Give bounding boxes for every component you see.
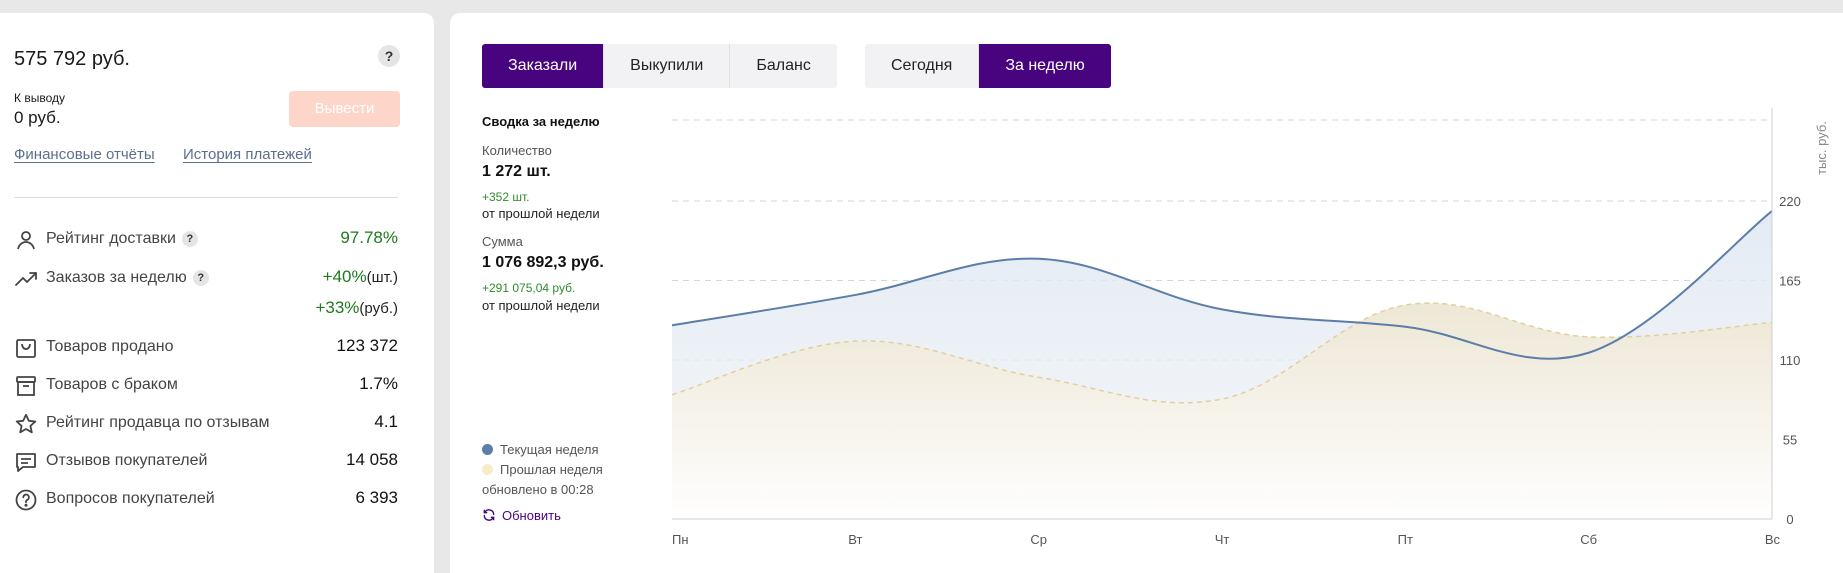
x-tick-label: Сб xyxy=(1580,532,1597,547)
withdraw-value: 0 руб. xyxy=(14,108,61,127)
user-icon xyxy=(17,231,35,250)
tab-ordered[interactable]: Заказали xyxy=(482,44,605,88)
legend-label: Текущая неделя xyxy=(500,442,599,457)
metric-delivery-rating: Рейтинг доставки? 97.78% xyxy=(14,226,398,252)
metric-items-sold: Товаров продано 123 372 xyxy=(14,334,398,360)
qty-delta-sub: от прошлой недели xyxy=(482,206,600,221)
withdraw-button[interactable]: Вывести xyxy=(289,91,400,127)
tab-balance[interactable]: Баланс xyxy=(730,44,837,88)
legend-label: Прошлая неделя xyxy=(500,462,603,477)
metric-label: Товаров продано xyxy=(46,338,174,355)
financial-reports-link[interactable]: Финансовые отчёты xyxy=(14,146,155,163)
metric-value: 1.7% xyxy=(359,374,398,393)
withdraw-label: К выводу xyxy=(14,91,65,105)
metric-weekly-orders-rub: +33%(руб.) xyxy=(14,296,398,322)
question-circle-icon xyxy=(15,489,37,511)
tab-bought-out[interactable]: Выкупили xyxy=(604,44,731,88)
tab-today[interactable]: Сегодня xyxy=(865,44,980,88)
metric-value: 4.1 xyxy=(374,412,398,431)
value-pcs: +40% xyxy=(322,267,367,286)
y-tick-label: 0 xyxy=(1786,512,1793,527)
sum-delta-sub: от прошлой недели xyxy=(482,298,600,313)
metric-label: Заказов за неделю xyxy=(46,269,187,286)
x-tick-label: Вс xyxy=(1765,532,1781,547)
qty-label: Количество xyxy=(482,143,552,158)
metric-label: Вопросов покупателей xyxy=(46,490,215,507)
metric-value: 97.78% xyxy=(340,228,398,247)
help-icon[interactable]: ? xyxy=(192,270,209,286)
divider xyxy=(14,197,398,198)
legend-dot xyxy=(482,464,493,475)
series-previous-line xyxy=(671,302,1773,404)
payment-history-link[interactable]: История платежей xyxy=(183,146,312,163)
metric-weekly-orders: Заказов за неделю? +40%(шт.) xyxy=(14,265,398,291)
refresh-button[interactable]: Обновить xyxy=(482,508,561,523)
shopping-bag-icon xyxy=(16,339,36,358)
metric-value-pcs: +40%(шт.) xyxy=(323,267,398,287)
metric-seller-rating: Рейтинг продавца по отзывам 4.1 xyxy=(14,410,398,436)
metric-value: 14 058 xyxy=(346,450,398,469)
x-tick-label: Ср xyxy=(1030,532,1047,547)
unit-pcs: (шт.) xyxy=(366,269,398,286)
x-tick-label: Пт xyxy=(1398,532,1413,547)
sum-delta: +291 075,04 руб. xyxy=(482,281,576,295)
legend-dot xyxy=(482,444,493,455)
metric-label: Товаров с браком xyxy=(46,376,178,393)
sum-value: 1 076 892,3 руб. xyxy=(482,254,604,271)
help-icon[interactable]: ? xyxy=(181,231,198,247)
unit-rub: (руб.) xyxy=(359,300,398,317)
help-icon[interactable]: ? xyxy=(378,45,400,67)
legend-current[interactable]: Текущая неделя xyxy=(482,442,598,457)
metric-questions: Вопросов покупателей 6 393 xyxy=(14,486,398,512)
value-rub: +33% xyxy=(315,298,360,317)
legend-previous[interactable]: Прошлая неделя xyxy=(482,462,603,477)
refresh-label: Обновить xyxy=(502,508,561,523)
box-icon xyxy=(16,376,36,396)
metric-label: Рейтинг доставки xyxy=(46,230,176,247)
qty-value: 1 272 шт. xyxy=(482,163,551,180)
refresh-icon xyxy=(483,509,495,521)
sum-label: Сумма xyxy=(482,234,523,249)
metric-reviews: Отзывов покупателей 14 058 xyxy=(14,448,398,474)
series-previous-area xyxy=(672,303,1772,519)
sales-chart: 0 55 110 165 220 Пн Вт Ср Чт Пт Сб Вс тыс. руб. xyxy=(671,108,1829,547)
metric-label: Отзывов покупателей xyxy=(46,452,208,469)
comment-icon xyxy=(16,453,36,472)
period-tabs: Сегодня За неделю xyxy=(865,44,1111,88)
metric-value: 123 372 xyxy=(336,336,398,355)
y-tick-label: 165 xyxy=(1779,273,1801,288)
type-tabs: Заказали Выкупили Баланс xyxy=(482,44,837,88)
metric-label: Рейтинг продавца по отзывам xyxy=(46,414,270,431)
metric-value: 6 393 xyxy=(355,488,398,507)
y-tick-label: 220 xyxy=(1779,194,1801,209)
x-tick-label: Вт xyxy=(848,532,862,547)
series-current-line xyxy=(671,210,1773,360)
tab-week[interactable]: За неделю xyxy=(979,44,1111,88)
x-tick-label: Чт xyxy=(1215,532,1230,547)
updated-time: обновлено в 00:28 xyxy=(482,482,594,497)
metric-value-rub: +33%(руб.) xyxy=(315,298,398,318)
balance-amount: 575 792 руб. xyxy=(14,48,130,70)
x-tick-label: Пн xyxy=(672,532,689,547)
metric-defective: Товаров с браком 1.7% xyxy=(14,372,398,398)
summary-title: Сводка за неделю xyxy=(482,114,600,129)
trend-up-icon xyxy=(15,272,37,286)
star-icon xyxy=(15,413,37,434)
y-tick-label: 55 xyxy=(1783,432,1797,447)
y-axis-label: тыс. руб. xyxy=(1814,121,1829,175)
y-tick-label: 110 xyxy=(1780,353,1801,368)
qty-delta: +352 шт. xyxy=(482,190,530,204)
